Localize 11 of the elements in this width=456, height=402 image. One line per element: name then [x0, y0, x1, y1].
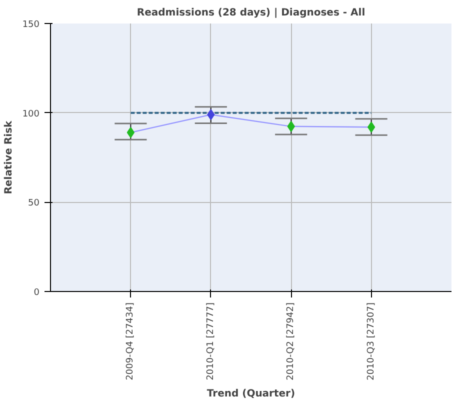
- x-tick-label: 2009-Q4 [27434]: [126, 302, 136, 380]
- x-tick-label: 2010-Q1 [27777]: [206, 302, 216, 380]
- y-tick-label: 100: [22, 109, 40, 120]
- y-axis-title: Relative Risk: [3, 120, 14, 194]
- y-tick-label: 0: [34, 288, 40, 298]
- x-tick-label: 2010-Q3 [27307]: [366, 302, 376, 380]
- chart-title: Readmissions (28 days) | Diagnoses - All: [136, 8, 366, 18]
- x-axis-title: Trend (Quarter): [206, 388, 296, 400]
- y-tick-label: 150: [22, 20, 40, 30]
- y-tick-label: 50: [28, 198, 40, 209]
- x-tick-label: 2010-Q2 [27942]: [286, 302, 296, 380]
